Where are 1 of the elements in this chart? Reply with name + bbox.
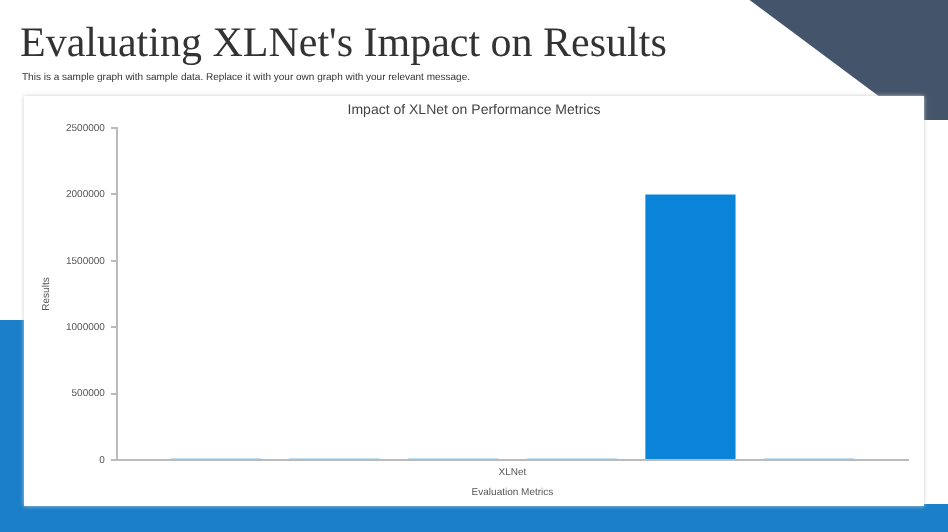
chart-title: Evaluating XLNet's Impact on Results	[20, 18, 667, 68]
